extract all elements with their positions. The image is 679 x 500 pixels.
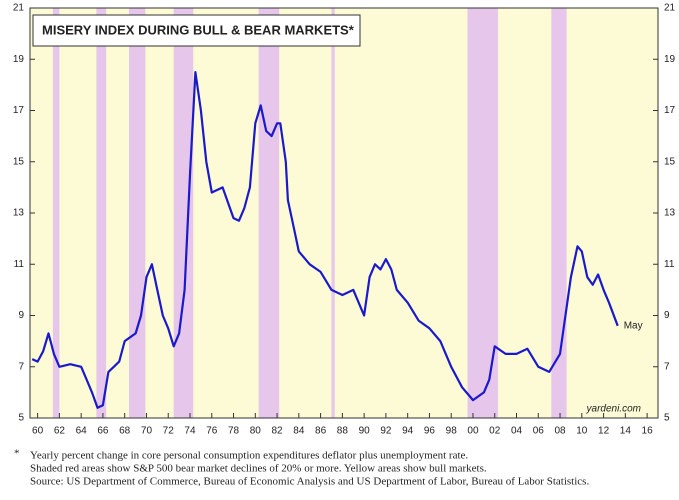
bear-market — [467, 8, 499, 418]
x-tick-label: 84 — [293, 426, 305, 437]
x-tick-label: 86 — [315, 426, 327, 437]
y-tick-label-right: 13 — [664, 208, 676, 219]
bear-market — [173, 8, 194, 418]
y-tick-label: 13 — [13, 208, 25, 219]
y-tick-label: 19 — [13, 54, 25, 65]
chart-title: MISERY INDEX DURING BULL & BEAR MARKETS* — [42, 22, 355, 37]
source-mark: yardeni.com — [586, 404, 641, 415]
x-tick-label: 62 — [54, 426, 66, 437]
y-tick-label: 15 — [13, 156, 25, 167]
x-tick-label: 66 — [97, 426, 109, 437]
x-tick-label: 06 — [533, 426, 545, 437]
x-tick-label: 00 — [467, 426, 479, 437]
x-tick-label: 68 — [119, 426, 131, 437]
x-tick-label: 70 — [141, 426, 153, 437]
x-tick-label: 96 — [424, 426, 436, 437]
bear-market — [96, 8, 107, 418]
y-tick-label-right: 7 — [664, 361, 670, 372]
y-tick-label-right: 9 — [664, 310, 670, 321]
note: Source: US Department of Commerce, Burea… — [30, 476, 589, 488]
misery-line — [31, 71, 619, 409]
y-tick-label: 11 — [14, 259, 25, 270]
y-tick-label: 7 — [18, 361, 24, 372]
x-tick-label: 94 — [402, 426, 414, 437]
x-tick-label: 92 — [380, 426, 392, 437]
x-tick-label: 60 — [32, 426, 44, 437]
x-tick-label: 80 — [250, 426, 262, 437]
x-tick-label: 16 — [642, 426, 654, 437]
y-tick-label: 9 — [18, 310, 24, 321]
y-tick-label-right: 15 — [664, 156, 676, 167]
x-tick-label: 14 — [620, 426, 632, 437]
y-tick-label-right: 21 — [664, 3, 676, 14]
y-tick-label-right: 11 — [664, 259, 675, 270]
x-tick-label: 90 — [359, 426, 371, 437]
bear-market — [52, 8, 60, 418]
x-tick-label: 72 — [163, 426, 175, 437]
x-tick-label: 82 — [272, 426, 284, 437]
x-tick-label: 64 — [76, 426, 88, 437]
x-tick-label: 08 — [554, 426, 566, 437]
bear-market — [551, 8, 567, 418]
x-tick-label: 88 — [337, 426, 349, 437]
bear-market — [129, 8, 146, 418]
x-tick-label: 74 — [184, 426, 196, 437]
note-marker: * — [14, 448, 20, 460]
y-tick-label-right: 5 — [664, 413, 670, 424]
y-tick-label-right: 19 — [664, 54, 676, 65]
bear-market — [258, 8, 280, 418]
x-tick-label: 10 — [576, 426, 588, 437]
y-tick-label: 21 — [13, 3, 25, 14]
x-tick-label: 78 — [228, 426, 240, 437]
end-label: May — [624, 320, 643, 331]
x-tick-label: 02 — [489, 426, 501, 437]
x-tick-label: 76 — [206, 426, 218, 437]
x-tick-label: 04 — [511, 426, 523, 437]
y-tick-label: 5 — [18, 413, 24, 424]
bear-market — [331, 8, 335, 418]
note: Yearly percent change in core personal c… — [30, 450, 468, 462]
title-box — [32, 14, 361, 47]
x-tick-label: 12 — [598, 426, 610, 437]
x-tick-label: 98 — [446, 426, 458, 437]
y-tick-label: 17 — [13, 105, 25, 116]
note: Shaded red areas show S&P 500 bear marke… — [30, 463, 487, 475]
y-tick-label-right: 17 — [664, 105, 676, 116]
